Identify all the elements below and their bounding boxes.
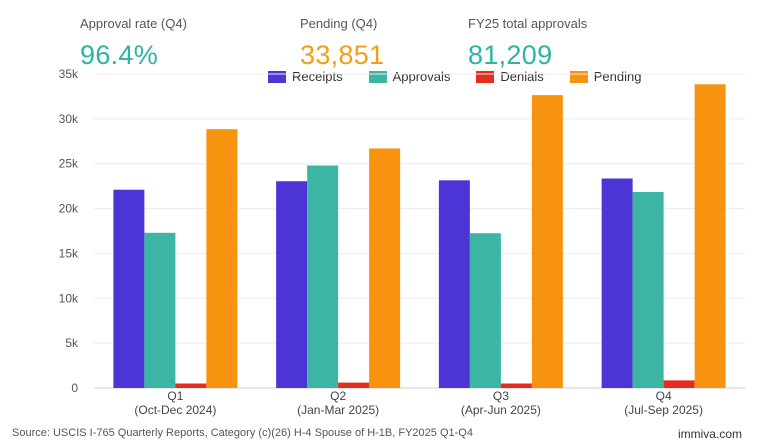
bar-receipts-q2	[276, 181, 308, 388]
kpi-label: FY25 total approvals	[468, 16, 588, 31]
y-tick-label: 15k	[59, 246, 79, 260]
y-tick-label: 5k	[65, 336, 79, 350]
kpi-total-approvals: FY25 total approvals 81,209	[468, 16, 587, 71]
x-tick-sublabel: (Jan-Mar 2025)	[297, 403, 379, 417]
x-tick-label: Q1	[167, 389, 183, 403]
legend-label: Approvals	[392, 69, 451, 84]
bar-approvals-q2	[307, 165, 339, 388]
bar-denials-q1	[175, 383, 207, 388]
legend-label: Denials	[500, 69, 544, 84]
kpi-value: 96.4%	[80, 40, 159, 70]
bar-pending-q4	[694, 84, 726, 389]
legend-label: Pending	[593, 69, 642, 84]
y-tick-label: 25k	[59, 157, 79, 171]
bar-pending-q2	[369, 148, 401, 388]
kpi-approval-rate: Approval rate (Q4) 96.4%	[80, 16, 187, 71]
kpi-value: 33,851	[300, 40, 385, 70]
x-tick-label: Q2	[330, 389, 346, 403]
y-tick-label: 0	[71, 381, 78, 395]
bar-receipts-q1	[113, 189, 145, 388]
kpi-pending: Pending (Q4) 33,851	[300, 16, 384, 71]
bar-pending-q3	[531, 95, 563, 388]
y-tick-label: 10k	[59, 291, 79, 305]
y-tick-label: 20k	[59, 202, 79, 216]
legend-label: Receipts	[292, 69, 343, 84]
x-tick-sublabel: (Oct-Dec 2024)	[134, 403, 216, 417]
x-tick-label: Q4	[656, 389, 672, 403]
x-tick-sublabel: (Jul-Sep 2025)	[624, 403, 703, 417]
y-tick-label: 30k	[59, 112, 79, 126]
source-note: Source: USCIS I-765 Quarterly Reports, C…	[12, 427, 473, 439]
bar-approvals-q4	[632, 191, 664, 388]
bar-receipts-q4	[601, 178, 633, 388]
kpi-value: 81,209	[468, 40, 553, 70]
brand-link[interactable]: immiva.com	[677, 427, 742, 441]
bar-denials-q4	[663, 380, 695, 388]
kpi-label: Approval rate (Q4)	[80, 16, 187, 31]
bar-pending-q1	[206, 129, 238, 388]
bar-denials-q2	[338, 382, 370, 388]
bar-receipts-q3	[438, 180, 470, 388]
bar-denials-q3	[500, 383, 532, 388]
x-tick-sublabel: (Apr-Jun 2025)	[461, 403, 541, 417]
bar-approvals-q3	[469, 233, 501, 388]
kpi-label: Pending (Q4)	[300, 16, 378, 31]
y-tick-label: 35k	[59, 67, 79, 81]
bar-approvals-q1	[144, 232, 176, 388]
x-tick-label: Q3	[493, 389, 509, 403]
